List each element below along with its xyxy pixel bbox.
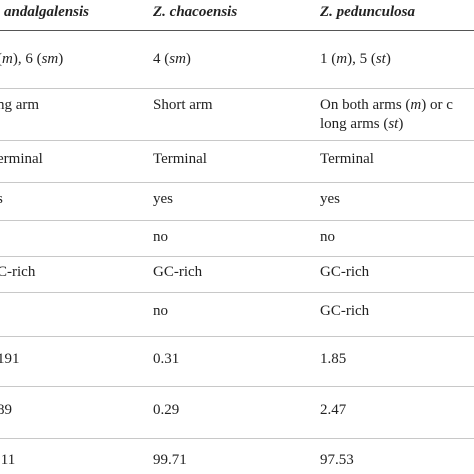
table-cell: no bbox=[153, 303, 168, 319]
row-rule bbox=[0, 88, 474, 89]
table-cell: 99.71 bbox=[153, 452, 187, 468]
table-cell: 1.85 bbox=[320, 351, 347, 367]
table-cell: GC-rich bbox=[320, 264, 370, 280]
row-rule bbox=[0, 386, 474, 387]
table-cell: 89 bbox=[0, 402, 12, 418]
row-rule bbox=[0, 438, 474, 439]
table-cell: Terminal bbox=[320, 151, 374, 167]
table-cell: yes bbox=[320, 191, 340, 207]
table-cell: 1 (m), 5 (st) bbox=[320, 51, 391, 67]
column-header: Z. chacoensis bbox=[153, 4, 238, 20]
table-cell: GC-rich bbox=[320, 303, 370, 319]
table-cell: C-rich bbox=[0, 264, 36, 280]
table-cell: no bbox=[153, 229, 168, 245]
table-cell: 0.29 bbox=[153, 402, 180, 418]
table-cell: 191 bbox=[0, 351, 20, 367]
row-rule bbox=[0, 256, 474, 257]
table-cell: 97.53 bbox=[320, 452, 354, 468]
table-cell: On both arms (m) or c long arms (st) bbox=[320, 97, 453, 132]
table-cell: 4 (sm) bbox=[153, 51, 191, 67]
row-rule bbox=[0, 182, 474, 183]
table-cell: s bbox=[0, 190, 3, 209]
table-cell: (m), 6 (sm) bbox=[0, 51, 64, 67]
table-cell: .11 bbox=[0, 452, 16, 468]
table-cell: no bbox=[320, 229, 335, 245]
row-rule bbox=[0, 140, 474, 141]
table-cell: yes bbox=[153, 191, 173, 207]
row-rule bbox=[0, 336, 474, 337]
column-header: andalgalensis bbox=[4, 4, 90, 20]
column-header: Z. pedunculosa bbox=[320, 4, 416, 20]
table-cell: GC-rich bbox=[153, 264, 203, 280]
table-cell: 2.47 bbox=[320, 402, 347, 418]
table-cell: Short arm bbox=[153, 97, 213, 113]
table-cell: Terminal bbox=[153, 151, 207, 167]
table-cell: erminal bbox=[0, 151, 43, 167]
row-rule bbox=[0, 292, 474, 293]
table-cell: 0.31 bbox=[153, 351, 180, 367]
header-rule bbox=[0, 30, 474, 31]
table-cell: ng arm bbox=[0, 97, 40, 113]
row-rule bbox=[0, 220, 474, 221]
